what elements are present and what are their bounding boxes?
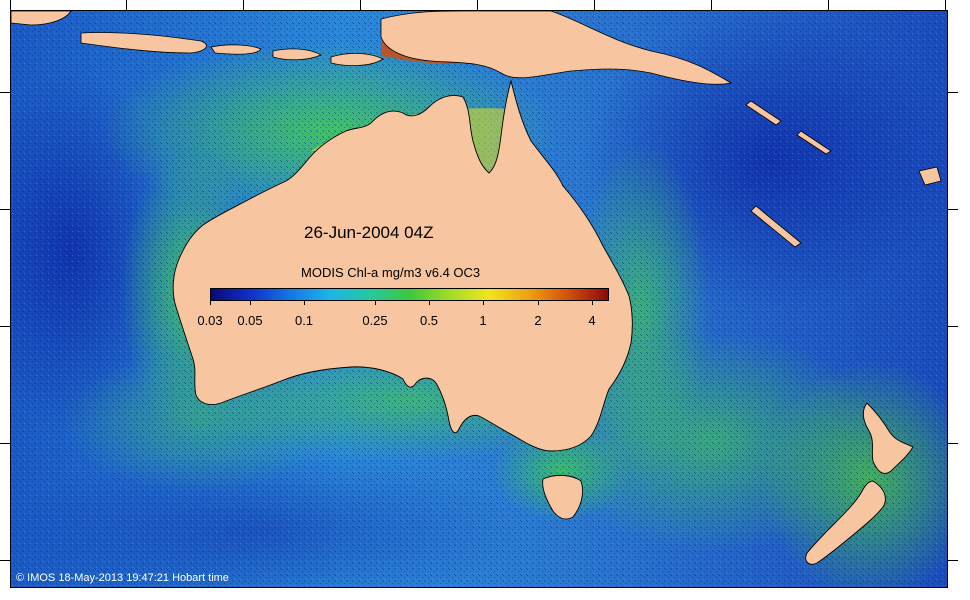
frame-tick bbox=[948, 560, 958, 561]
colorbar-tick bbox=[304, 300, 305, 305]
colorbar-tick-label: 0.25 bbox=[362, 313, 388, 328]
colorbar-tick-label: 4 bbox=[588, 313, 596, 328]
colorbar bbox=[210, 288, 609, 301]
colorbar-tick-label: 2 bbox=[534, 313, 542, 328]
colorbar-tick-label: 1 bbox=[479, 313, 487, 328]
land-tasmania bbox=[542, 474, 584, 520]
frame-tick bbox=[0, 92, 10, 93]
colorbar-title: MODIS Chl-a mg/m3 v6.4 OC3 bbox=[301, 265, 481, 280]
land-nz-north bbox=[862, 402, 914, 474]
frame-tick bbox=[243, 0, 244, 10]
land-lesser-sunda-2 bbox=[272, 48, 322, 61]
frame-tick bbox=[0, 443, 10, 444]
frame-tick bbox=[10, 0, 11, 10]
colorbar-tick-label: 0.5 bbox=[419, 313, 439, 328]
land-sumatra-edge bbox=[11, 11, 72, 26]
colorbar-tick bbox=[592, 300, 593, 305]
colorbar-tick-label: 0.05 bbox=[237, 313, 263, 328]
frame-tick bbox=[948, 326, 958, 327]
land-nz-south bbox=[805, 480, 886, 565]
colorbar-tick bbox=[250, 300, 251, 305]
frame-tick bbox=[828, 0, 829, 10]
copyright-text: © IMOS 18-May-2013 19:47:21 Hobart time bbox=[16, 572, 229, 584]
frame-tick bbox=[945, 0, 946, 10]
colorbar-tick bbox=[429, 300, 430, 305]
land-timor bbox=[330, 53, 384, 67]
map-date-title: 26-Jun-2004 04Z bbox=[304, 223, 434, 242]
frame-tick bbox=[0, 560, 10, 561]
land-new-caledonia bbox=[750, 205, 802, 248]
land-lesser-sunda-1 bbox=[210, 44, 262, 55]
land-new-guinea bbox=[380, 11, 733, 85]
frame-tick bbox=[711, 0, 712, 10]
land-australia bbox=[172, 79, 633, 452]
colorbar-tick-label: 0.1 bbox=[294, 313, 314, 328]
frame-tick bbox=[477, 0, 478, 10]
land-solomons bbox=[745, 100, 832, 155]
frame-tick bbox=[0, 209, 10, 210]
frame-tick bbox=[948, 92, 958, 93]
colorbar-tick bbox=[538, 300, 539, 305]
frame-tick bbox=[126, 0, 127, 10]
frame-tick bbox=[594, 0, 595, 10]
frame-tick bbox=[360, 0, 361, 10]
colorbar-tick-label: 0.03 bbox=[197, 313, 223, 328]
frame-tick bbox=[948, 443, 958, 444]
colorbar-tick bbox=[483, 300, 484, 305]
land-java bbox=[80, 32, 207, 54]
colorbar-tick bbox=[210, 300, 211, 305]
land-fiji bbox=[918, 166, 942, 186]
colorbar-tick bbox=[375, 300, 376, 305]
frame-tick bbox=[0, 326, 10, 327]
map-frame: 26-Jun-2004 04Z MODIS Chl-a mg/m3 v6.4 O… bbox=[10, 10, 948, 588]
frame-tick bbox=[948, 209, 958, 210]
